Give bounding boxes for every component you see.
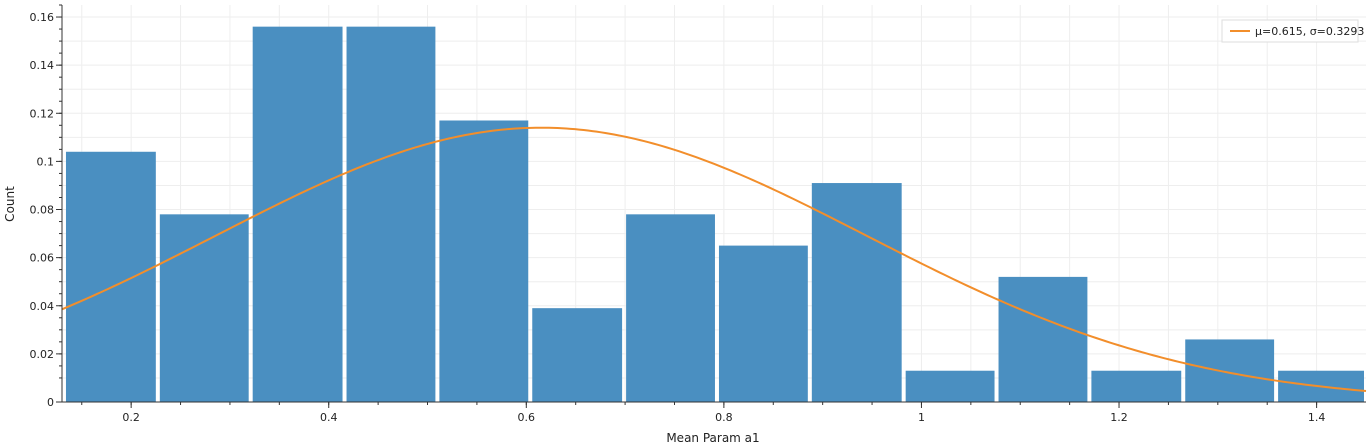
bar-11 xyxy=(998,276,1088,402)
legend: μ=0.615, σ=0.3293 xyxy=(1221,19,1364,43)
bar-7 xyxy=(626,214,715,402)
y-tick-label: 0.04 xyxy=(30,300,55,313)
x-tick-label: 1.4 xyxy=(1308,411,1326,424)
y-tick-label: 0.14 xyxy=(30,59,55,72)
bar-2 xyxy=(159,214,249,402)
x-axis-title: Mean Param a1 xyxy=(666,431,759,445)
x-tick-label: 0.6 xyxy=(518,411,536,424)
y-tick-label: 0.08 xyxy=(30,204,55,217)
y-tick-label: 0.1 xyxy=(37,155,55,168)
x-tick-label: 0.2 xyxy=(122,411,140,424)
y-tick-label: 0.16 xyxy=(30,11,55,24)
y-axis-ticks: 0 0.02 0.04 0.06 0.08 0.1 0.12 0.14 0.16 xyxy=(30,11,62,409)
bar-3 xyxy=(252,26,343,403)
bar-4 xyxy=(346,26,436,403)
legend-box xyxy=(1221,19,1359,43)
normal-fit-curve xyxy=(61,126,1367,392)
y-tick-label: 0 xyxy=(47,396,54,409)
bar-6 xyxy=(532,308,623,402)
y-tick-label: 0.02 xyxy=(30,348,55,361)
x-tick-label: 0.8 xyxy=(715,411,733,424)
y-tick-label: 0.12 xyxy=(30,107,55,120)
bar-8 xyxy=(718,245,808,402)
bar-5 xyxy=(439,120,529,402)
bar-1 xyxy=(65,151,156,402)
x-tick-label: 1.2 xyxy=(1110,411,1128,424)
bar-9 xyxy=(811,183,902,402)
x-tick-label: 1 xyxy=(918,411,925,424)
x-tick-label: 0.4 xyxy=(320,411,338,424)
y-tick-label: 0.06 xyxy=(30,252,55,265)
legend-label: μ=0.615, σ=0.3293 xyxy=(1255,25,1364,38)
bars xyxy=(65,26,1364,403)
x-axis-ticks: 0.2 0.4 0.6 0.8 1 1.2 1.4 xyxy=(122,402,1325,424)
bar-10 xyxy=(905,370,995,402)
bar-12 xyxy=(1091,370,1182,402)
bar-13 xyxy=(1185,339,1275,402)
y-axis-title: Count xyxy=(3,186,17,222)
